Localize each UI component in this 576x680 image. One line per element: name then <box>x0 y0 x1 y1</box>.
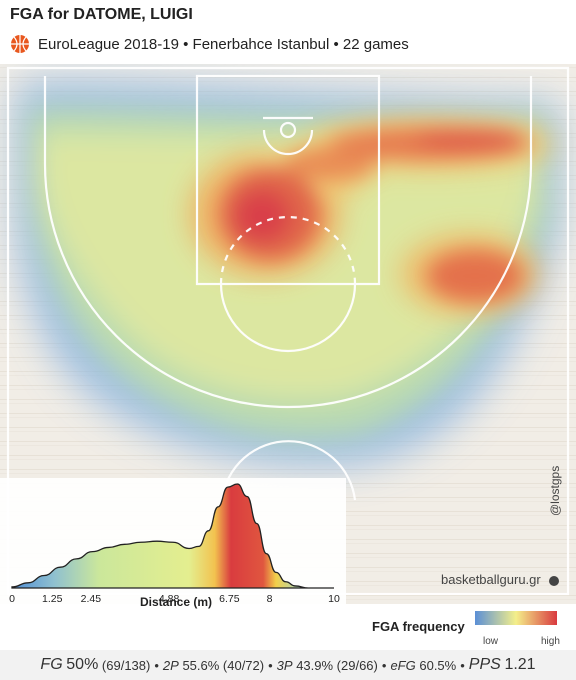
p2-label: 2P <box>162 657 179 673</box>
euroleague-logo-icon <box>11 35 29 53</box>
stats-bar: FG 50% (69/138) • 2P 55.6% (40/72) • 3P … <box>0 650 576 680</box>
p3-label: 3P <box>276 657 293 673</box>
fg-label: FG <box>40 656 63 673</box>
shot-heatmap <box>0 64 576 604</box>
x-axis-label: Distance (m) <box>140 595 212 609</box>
density-plot-svg: 0 1.25 2.45 4.88 6.75 8 10 Distance (m) <box>0 478 346 610</box>
separator: • <box>154 657 159 673</box>
efg-label: eFG <box>390 657 416 673</box>
separator: • <box>460 657 465 673</box>
x-tick-label: 6.75 <box>219 593 240 605</box>
x-tick-label: 2.45 <box>81 593 102 605</box>
separator: • <box>381 657 387 673</box>
chart-subtitle: EuroLeague 2018-19 • Fenerbahce Istanbul… <box>38 35 409 53</box>
x-tick-label: 1.25 <box>42 593 63 605</box>
legend-title: FGA frequency <box>372 619 465 634</box>
pps-label: PPS <box>468 656 501 673</box>
legend-high-label: high <box>541 636 560 647</box>
chart-title: FGA for DATOME, LUIGI <box>10 6 193 23</box>
fg-counts: (69/138) <box>101 657 151 673</box>
separator: • <box>268 657 273 673</box>
p3-stat: 43.9% (29/66) <box>296 657 378 673</box>
watermark-site: basketballguru.gr <box>441 572 541 587</box>
x-tick-label: 4.88 <box>159 593 180 605</box>
subtitle-row: EuroLeague 2018-19 • Fenerbahce Istanbul… <box>10 34 409 54</box>
x-tick-label: 0 <box>9 593 15 605</box>
efg-stat: 60.5% <box>419 657 457 673</box>
x-tick-label: 10 <box>328 593 340 605</box>
basketball-icon <box>549 576 559 586</box>
x-tick-label: 8 <box>267 593 273 605</box>
distance-density-chart: 0 1.25 2.45 4.88 6.75 8 10 Distance (m) <box>0 478 346 610</box>
density-area <box>11 483 334 589</box>
fg-pct: 50% <box>66 656 99 673</box>
pps-value: 1.21 <box>504 656 536 673</box>
legend-gradient-bar <box>475 611 557 625</box>
p2-stat: 55.6% (40/72) <box>182 657 265 673</box>
legend-low-label: low <box>483 636 499 647</box>
watermark-handle: @lostgps <box>548 465 562 516</box>
